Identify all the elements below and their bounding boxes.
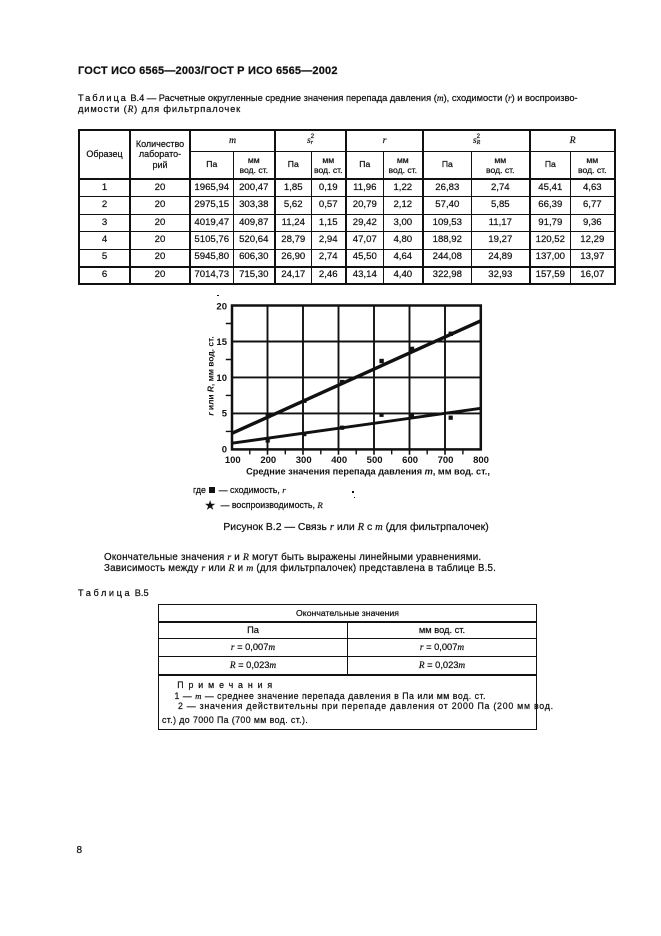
svg-text:0: 0 (222, 444, 227, 455)
svg-text:500: 500 (367, 455, 383, 466)
svg-text:10: 10 (216, 373, 227, 384)
svg-text:Средние значения перепада давл: Средние значения перепада давления m, мм… (246, 467, 490, 477)
svg-text:15: 15 (216, 337, 227, 348)
svg-text:200: 200 (260, 455, 276, 466)
svg-text:100: 100 (225, 455, 241, 466)
svg-text:600: 600 (402, 455, 418, 466)
svg-text:300: 300 (296, 455, 312, 466)
svg-text:800: 800 (473, 455, 489, 466)
svg-text:700: 700 (438, 455, 454, 466)
svg-text:400: 400 (331, 455, 347, 466)
svg-text:5: 5 (222, 409, 228, 420)
svg-text:20: 20 (216, 301, 227, 312)
svg-text:r или R, мм вод. ст.: r или R, мм вод. ст. (206, 336, 216, 415)
